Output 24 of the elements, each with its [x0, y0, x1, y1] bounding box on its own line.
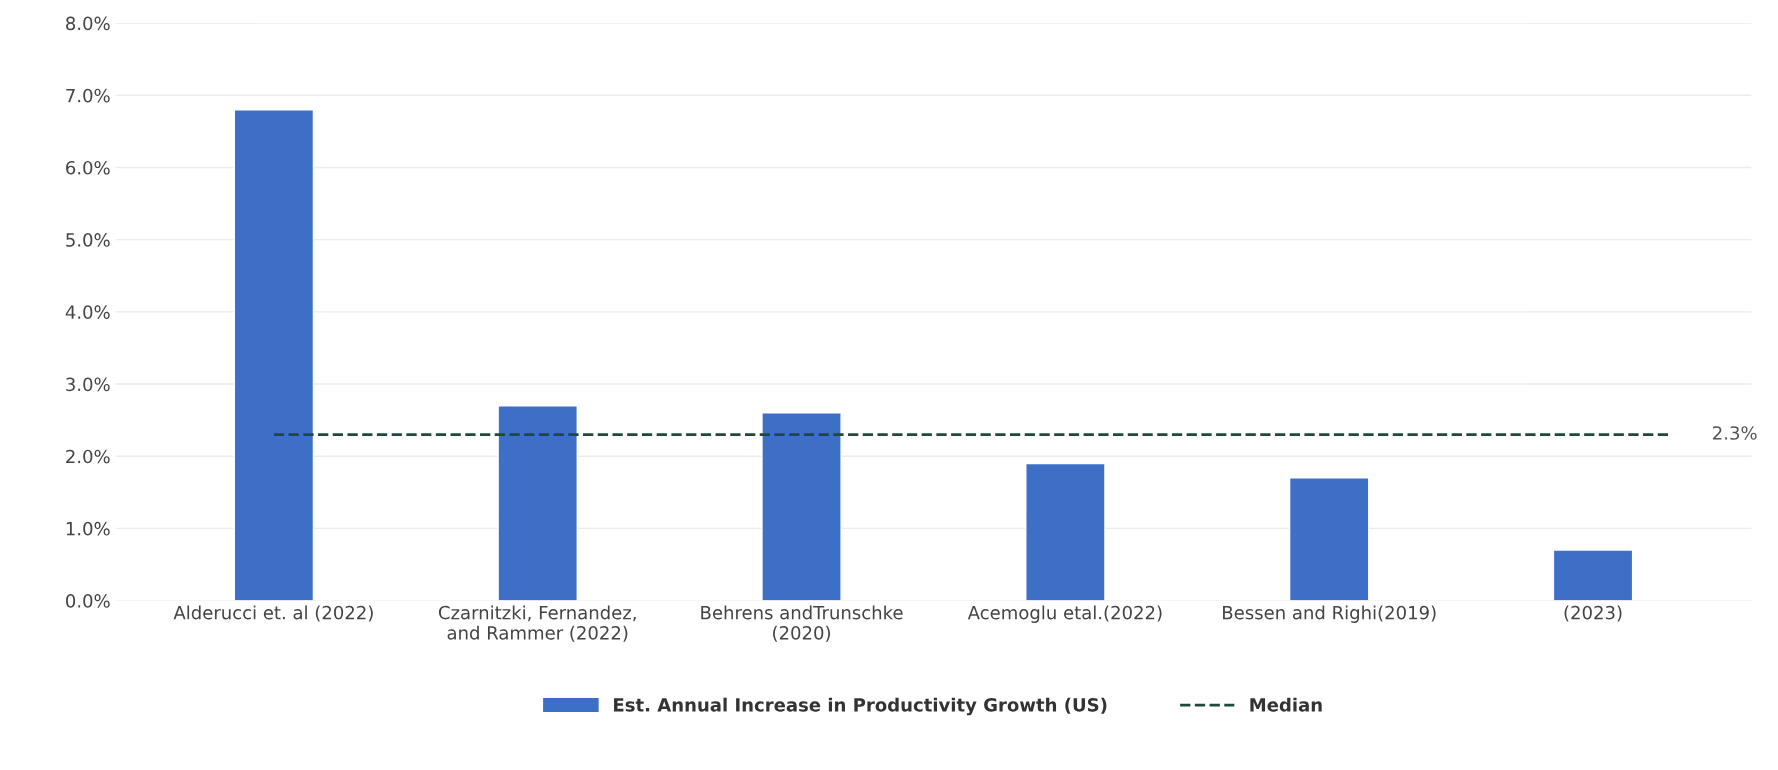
annotation: 2.3%	[1713, 426, 1757, 440]
bar	[1025, 462, 1106, 601]
y-tick-label: 1.0%	[66, 521, 110, 536]
x-tick-label: Behrens andTrunschke (2020)	[701, 605, 903, 642]
y-tick-label: 5.0%	[66, 233, 110, 247]
x-tick-label: Czarnitzki, Fernandez, and Rammer (2022)	[438, 605, 636, 642]
bar	[233, 109, 315, 601]
y-tick-label: 2.0%	[66, 449, 110, 464]
bar	[761, 412, 842, 601]
x-tick-label: Acemoglu etal.(2022)	[967, 605, 1162, 623]
x-tick-label: Alderucci et. al (2022)	[173, 605, 373, 622]
y-tick-label: 4.0%	[65, 305, 110, 319]
bar	[497, 404, 578, 601]
bar	[1552, 549, 1634, 601]
legend-label: Median	[1250, 697, 1322, 712]
y-tick-label: 6.0%	[66, 160, 110, 175]
y-tick-label: 8.0%	[66, 16, 110, 31]
x-tick-label: Bessen and Righi(2019)	[1223, 605, 1436, 623]
bar	[1288, 477, 1370, 601]
y-tick-label: 7.0%	[66, 88, 110, 103]
x-tick-label: (2023)	[1564, 605, 1622, 622]
y-tick-label: 0.0%	[66, 594, 110, 608]
y-tick-label: 3.0%	[66, 377, 110, 392]
legend-label: Est. Annual Increase in Productivity Growth (US)	[614, 697, 1107, 716]
